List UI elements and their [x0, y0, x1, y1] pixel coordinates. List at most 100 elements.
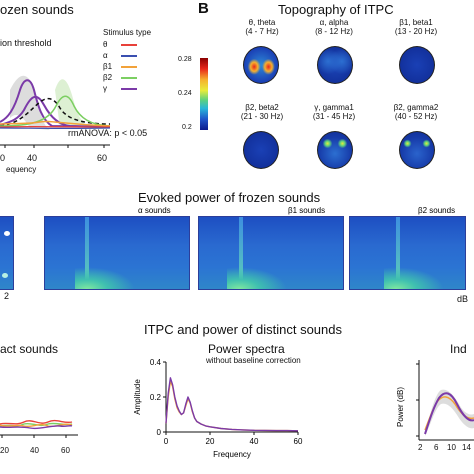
- bottom-section-title: ITPC and power of distinct sounds: [144, 322, 342, 337]
- topo-label-line1: θ, theta: [248, 18, 276, 27]
- legend-entry-theta: θ: [103, 39, 151, 50]
- panel-a-stat-label: rmANOVA: p < 0.05: [68, 128, 148, 138]
- legend-swatch: [121, 43, 137, 46]
- left-x-tick-40: 40: [30, 446, 39, 455]
- curve-gamma-peak: [0, 79, 111, 128]
- y-tick-label: 0: [157, 428, 162, 437]
- panel-a-itpc-plot: [0, 75, 111, 148]
- right-x-tick-6: 6: [434, 443, 439, 452]
- onset-band: [396, 217, 400, 289]
- left-x-tick-60: 60: [61, 446, 70, 455]
- curve-theta: [0, 419, 73, 425]
- legend-label: θ: [103, 40, 108, 49]
- topo-label-alpha: α, alpha (8 - 12 Hz): [304, 18, 364, 36]
- topo-map-gamma1: [317, 131, 353, 169]
- topo-label-gamma2: β2, gamma2 (40 - 52 Hz): [386, 103, 446, 121]
- topo-label-theta: θ, theta (4 - 7 Hz): [232, 18, 292, 36]
- topo-map-beta2: [243, 131, 279, 169]
- spectrogram-alpha-label: α sounds: [138, 206, 171, 215]
- y-axis-label: Amplitude: [133, 379, 142, 415]
- spectrogram-beta2-label: β2 sounds: [418, 206, 456, 215]
- topo-label-line1: β1, beta1: [399, 18, 433, 27]
- colorbar-tick-max: 0.28: [178, 56, 192, 63]
- legend-swatch: [121, 87, 137, 90]
- topo-label-line1: α, alpha: [319, 18, 349, 27]
- topo-label-line2: (8 - 12 Hz): [315, 27, 353, 36]
- curve-gamma: [0, 425, 73, 430]
- low-freq-burst: [227, 267, 287, 289]
- panel-b-title: Topography of ITPC: [278, 2, 394, 17]
- topo-label-line2: (21 - 30 Hz): [240, 112, 284, 121]
- left-panel-title: act sounds: [0, 342, 59, 356]
- legend-entry-alpha: α: [103, 50, 151, 61]
- left-x-tick-20: 20: [0, 446, 9, 455]
- legend-label: γ: [103, 84, 107, 93]
- legend-swatch: [121, 76, 137, 79]
- colorbar-tick-min: 0.2: [182, 124, 192, 131]
- panel-a-x-tick-60: 60: [97, 153, 108, 163]
- evoked-unit: dB: [457, 294, 469, 304]
- topo-label-line2: (40 - 52 Hz): [394, 112, 438, 121]
- topo-map-alpha: [317, 46, 353, 84]
- curve-gamma: [0, 95, 111, 128]
- threshold-line: [0, 97, 111, 127]
- right-panel-title: Ind: [450, 342, 467, 356]
- x-axis-label: Frequency: [213, 450, 251, 459]
- power-spectra-chart: 0 0.2 0.4 0 20 40 60 Frequency Amplitude: [133, 358, 303, 459]
- series-line: [165, 377, 299, 432]
- spectra-subtitle: without baseline correction: [206, 356, 301, 365]
- legend-entry-gamma: γ: [103, 83, 151, 94]
- right-x-tick-2: 2: [418, 443, 423, 452]
- topo-label-line1: γ, gamma1: [314, 103, 354, 112]
- evoked-left-tick: 2: [4, 291, 10, 301]
- spectrogram-alpha: [44, 216, 190, 290]
- colorbar: [200, 58, 208, 130]
- spectrogram-partial-left: [0, 216, 14, 290]
- panel-a-tick-partial: 0: [0, 153, 6, 163]
- right-x-tick-14: 14: [462, 443, 471, 452]
- curve-beta1: [0, 423, 73, 428]
- spectrogram-beta2: [349, 216, 466, 290]
- x-tick-label: 60: [294, 437, 303, 446]
- low-freq-burst: [384, 267, 444, 289]
- y-tick-label: 0.4: [150, 358, 162, 367]
- topo-label-line2: (31 - 45 Hz): [312, 112, 356, 121]
- legend-entry-beta2: β2: [103, 72, 151, 83]
- x-tick-label: 40: [250, 437, 259, 446]
- panel-a-threshold-label: ion threshold: [0, 38, 52, 48]
- spectrogram-beta1-label: β1 sounds: [288, 206, 326, 215]
- x-tick-label: 20: [206, 437, 215, 446]
- topo-map-theta: [243, 46, 279, 84]
- evoked-title: Evoked power of frozen sounds: [138, 190, 321, 205]
- panel-a-title: ozen sounds: [0, 2, 74, 17]
- right-ylabel: Power (dB): [396, 387, 405, 427]
- topo-label-beta2: β2, beta2 (21 - 30 Hz): [232, 103, 292, 121]
- panel-a-x-tick-40: 40: [27, 153, 38, 163]
- legend-entry-beta1: β1: [103, 61, 151, 72]
- x-tick-label: 0: [164, 437, 169, 446]
- spectrogram-highlight: [4, 231, 10, 236]
- legend-label: β1: [103, 62, 113, 71]
- low-freq-burst: [75, 267, 135, 289]
- onset-band: [85, 217, 89, 289]
- colorbar-tick-mid: 0.24: [178, 90, 192, 97]
- topo-label-line2: (13 - 20 Hz): [394, 27, 438, 36]
- legend-label: α: [103, 51, 108, 60]
- panel-a-legend: Stimulus type θ α β1 β2 γ: [103, 28, 151, 94]
- legend-label: β2: [103, 73, 113, 82]
- right-panel-plot: Power (dB): [396, 360, 474, 441]
- ci-band-green: [55, 79, 88, 128]
- spectrogram-beta1: [198, 216, 344, 290]
- topo-label-line1: β2, gamma2: [393, 103, 439, 112]
- legend-title: Stimulus type: [103, 28, 152, 37]
- legend-swatch: [121, 54, 137, 57]
- spectra-title: Power spectra: [208, 342, 285, 356]
- topo-label-line2: (4 - 7 Hz): [245, 27, 279, 36]
- topo-label-gamma1: γ, gamma1 (31 - 45 Hz): [304, 103, 364, 121]
- topo-label-line1: β2, beta2: [245, 103, 279, 112]
- right-x-tick-10: 10: [447, 443, 456, 452]
- curve-gamma: [424, 392, 474, 435]
- topo-label-beta1: β1, beta1 (13 - 20 Hz): [386, 18, 446, 36]
- onset-band: [239, 217, 243, 289]
- legend-swatch: [121, 65, 137, 68]
